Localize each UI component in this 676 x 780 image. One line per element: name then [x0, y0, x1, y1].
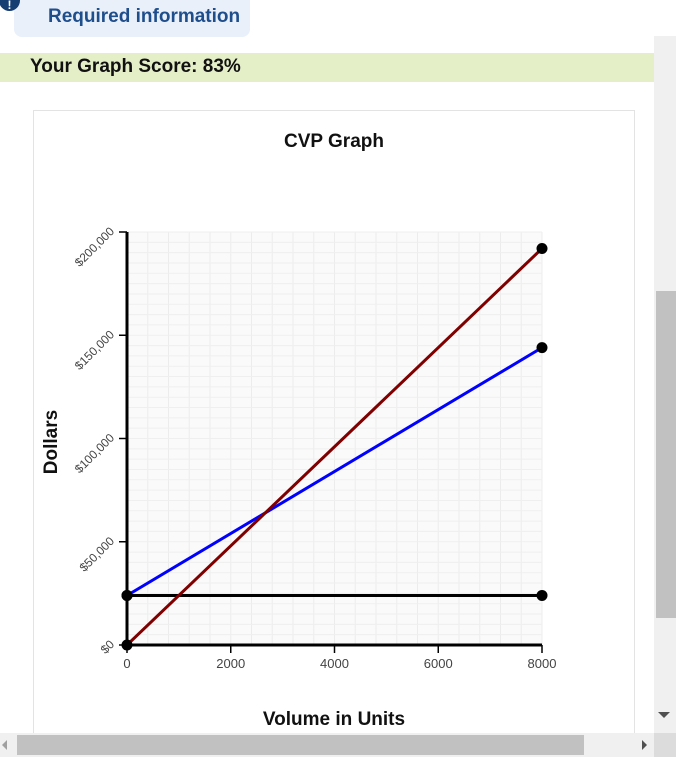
horizontal-scroll-thumb[interactable]	[17, 735, 584, 755]
y-tick-label: $100,000	[72, 430, 118, 476]
y-tick-label: $50,000	[77, 534, 118, 575]
vertical-scrollbar[interactable]	[654, 36, 676, 733]
x-axis-label: Volume in Units	[262, 709, 406, 730]
x-tick-label: 4000	[320, 656, 349, 671]
scroll-right-arrow-icon[interactable]	[642, 740, 647, 750]
data-point-handle[interactable]	[536, 589, 548, 601]
required-information-badge[interactable]: Required information	[14, 0, 250, 37]
data-point-handle[interactable]	[536, 342, 548, 354]
scroll-down-arrow-icon[interactable]	[658, 712, 670, 718]
y-tick-label: $0	[98, 637, 118, 657]
cvp-chart: CVP Graph Dollars Volume in Units $0 $50,…	[33, 110, 635, 752]
x-tick-label: 6000	[424, 656, 453, 671]
series-line-total-cost[interactable]	[126, 346, 543, 597]
alert-icon: !	[0, 0, 20, 12]
vertical-scroll-thumb[interactable]	[656, 291, 676, 618]
data-point-handle[interactable]	[121, 589, 133, 601]
data-point-handle[interactable]	[536, 243, 548, 255]
scrollbar-corner	[654, 733, 676, 757]
graph-score-text: Your Graph Score: 83%	[30, 56, 241, 77]
horizontal-scrollbar[interactable]	[0, 733, 654, 757]
x-tick-label: 8000	[528, 656, 557, 671]
required-information-label: Required information	[48, 6, 241, 27]
graph-score-bar: Your Graph Score: 83%	[0, 53, 654, 82]
y-tick-label: $150,000	[72, 327, 118, 373]
series-line-total-revenue[interactable]	[125, 247, 544, 647]
data-point-handle[interactable]	[121, 639, 133, 651]
x-tick-label: 0	[123, 656, 130, 671]
y-tick-label: $200,000	[72, 224, 118, 270]
scroll-left-arrow-icon[interactable]	[2, 740, 7, 750]
plot-area[interactable]: $0 $50,000 $100,000 $150,000 $200,000 0 2000 40…	[34, 111, 634, 751]
x-tick-label: 2000	[216, 656, 245, 671]
chart-title: CVP Graph	[284, 131, 384, 152]
